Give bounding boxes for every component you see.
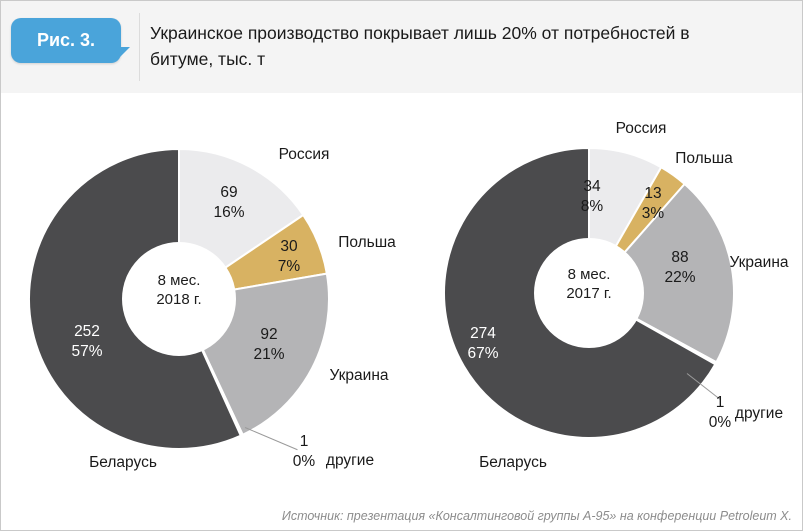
segment-value-others-2017: 1 0% [709,393,731,433]
figure-header [1,1,802,93]
percent-belarus-2017: 67% [467,345,499,362]
segment-name-ukraine-2017: Украина [729,254,789,271]
center-period-2017: 8 мес. [567,266,611,283]
value-poland-2018: 30 [280,238,298,255]
percent-russia-2017: 8% [580,198,604,215]
segment-value-ukraine-2017: 88 22% [664,248,695,288]
segment-value-poland-2017: 13 3% [642,184,664,224]
figure-badge: Рис. 3. [11,18,130,63]
value-ukraine-2018: 92 [260,326,278,343]
value-belarus-2018: 252 [74,323,100,340]
figure-title-line2: битуме, тыс. т [150,49,266,69]
percent-ukraine-2018: 21% [253,346,285,363]
donut-hole-2018 [122,242,236,356]
center-label-2018: 8 мес. 2018 г. [156,271,201,309]
value-others-2017: 1 [715,394,725,411]
segment-value-russia-2018: 69 16% [213,183,244,223]
donut-hole-2017 [534,238,644,348]
value-russia-2017: 34 [583,178,601,195]
segment-name-others-2018: другие [325,452,375,469]
donut-chart-2018 [28,148,330,450]
value-ukraine-2017: 88 [671,249,689,266]
segment-name-ukraine-2018: Украина [329,367,389,384]
figure-title-line1: Украинское производство покрывает лишь 2… [150,23,690,43]
segment-name-belarus-2018: Беларусь [89,454,157,471]
segment-value-poland-2018: 30 7% [278,237,300,277]
segment-value-russia-2017: 34 8% [581,177,603,217]
segment-value-belarus-2018: 252 57% [71,322,102,362]
percent-ukraine-2017: 22% [664,269,696,286]
percent-poland-2017: 3% [641,205,665,222]
segment-value-belarus-2017: 274 67% [467,324,498,364]
value-poland-2017: 13 [644,185,662,202]
value-belarus-2017: 274 [470,325,496,342]
source-credit: Источник: презентация «Консалтинговой гр… [281,509,792,523]
value-others-2018: 1 [299,433,309,450]
segment-name-belarus-2017: Беларусь [479,454,547,471]
figure-badge-label: Рис. 3. [36,30,96,50]
segment-value-ukraine-2018: 92 21% [253,325,284,365]
center-period-2018: 8 мес. [157,272,201,289]
percent-russia-2018: 16% [213,204,245,221]
segment-name-poland-2017: Польша [675,150,733,167]
percent-belarus-2018: 57% [71,343,103,360]
center-year-2017: 2017 г. [566,285,612,302]
segment-name-others-2017: другие [734,405,784,422]
header-divider [139,13,140,81]
percent-others-2018: 0% [292,453,316,470]
center-year-2018: 2018 г. [156,291,202,308]
figure-title: Украинское производство покрывает лишь 2… [150,20,780,72]
center-label-2017: 8 мес. 2017 г. [566,265,611,303]
percent-poland-2018: 7% [277,258,301,275]
segment-name-russia-2017: Россия [615,120,667,137]
value-russia-2018: 69 [220,184,238,201]
donut-chart-2017 [443,147,735,439]
segment-name-poland-2018: Польша [338,234,396,251]
segment-name-russia-2018: Россия [278,146,330,163]
percent-others-2017: 0% [708,414,732,431]
pie-segment-ukraine [588,183,735,364]
segment-value-others-2018: 1 0% [293,432,315,472]
